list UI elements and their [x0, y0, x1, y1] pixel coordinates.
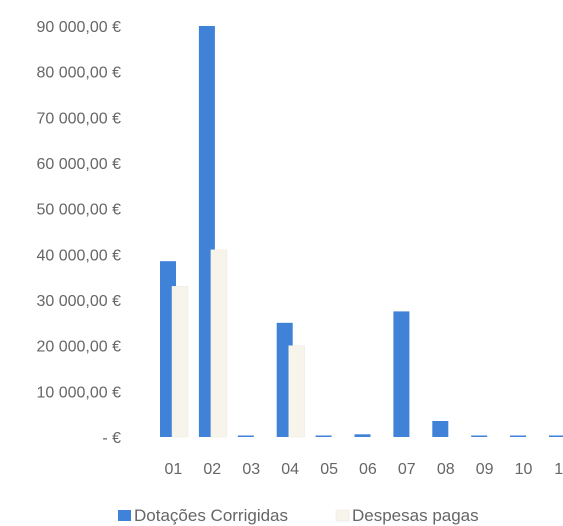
y-tick-label: 60 000,00 €: [36, 156, 121, 173]
y-axis: - € 10 000,00 € 20 000,00 € 30 000,00 € 40 0…: [36, 19, 121, 447]
x-tick-label-01: 01: [165, 461, 183, 478]
y-tick-label: 10 000,00 €: [36, 384, 121, 401]
bar-dotacoes-corrigidas-06: [354, 434, 371, 437]
bar-dotacoes-corrigidas-05: [315, 435, 332, 437]
x-tick-label-11: 11: [554, 461, 563, 478]
legend-label-dotacoes-corrigidas: Dotações Corrigidas: [134, 506, 288, 525]
y-tick-label: 40 000,00 €: [36, 247, 121, 264]
y-tick-label: 50 000,00 €: [36, 202, 121, 219]
legend-swatch-dotacoes-corrigidas: [118, 510, 131, 521]
x-tick-label-04: 04: [281, 461, 299, 478]
x-axis: 01 02 03 04 05 06 07 08 09 10 11: [165, 461, 563, 478]
x-tick-label-08: 08: [437, 461, 455, 478]
legend-label-despesas-pagas: Despesas pagas: [352, 506, 479, 525]
legend: Dotações Corrigidas Despesas pagas: [118, 506, 479, 525]
y-tick-label: 90 000,00 €: [36, 19, 121, 36]
x-tick-label-10: 10: [515, 461, 533, 478]
x-tick-label-09: 09: [476, 461, 494, 478]
x-tick-label-02: 02: [203, 461, 221, 478]
y-tick-label: 30 000,00 €: [36, 293, 121, 310]
legend-swatch-despesas-pagas: [335, 509, 350, 522]
bars: [160, 26, 563, 438]
bar-dotacoes-corrigidas-10: [510, 435, 527, 437]
bar-dotacoes-corrigidas-03: [237, 435, 254, 437]
x-tick-label-03: 03: [242, 461, 260, 478]
bar-despesas-pagas-02: [210, 249, 228, 438]
x-tick-label-06: 06: [359, 461, 377, 478]
x-tick-label-05: 05: [320, 461, 338, 478]
y-tick-label: 20 000,00 €: [36, 339, 121, 356]
y-tick-label: 80 000,00 €: [36, 65, 121, 82]
bar-dotacoes-corrigidas-09: [471, 435, 488, 437]
y-tick-label: - €: [102, 430, 121, 447]
bar-dotacoes-corrigidas-07: [393, 311, 410, 437]
bar-despesas-pagas-04: [288, 345, 305, 438]
bar-dotacoes-corrigidas-11: [549, 435, 563, 437]
bar-despesas-pagas-01: [171, 286, 189, 438]
y-tick-label: 70 000,00 €: [36, 110, 121, 127]
x-tick-label-07: 07: [398, 461, 416, 478]
bar-dotacoes-corrigidas-08: [432, 421, 449, 437]
